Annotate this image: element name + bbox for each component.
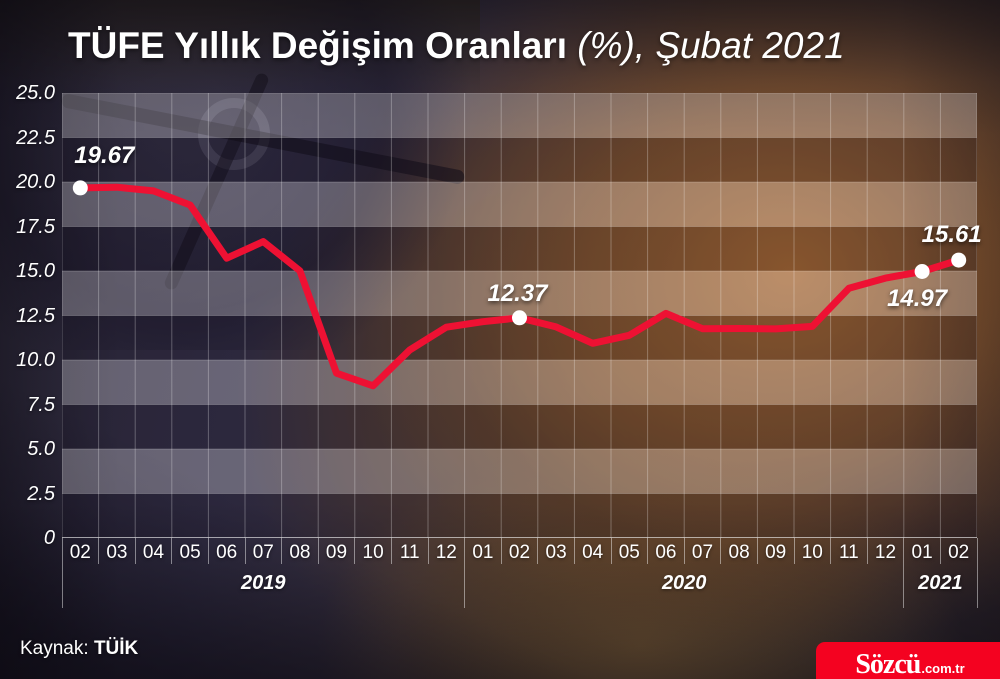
- x-axis-tick: [720, 538, 722, 564]
- title-main: TÜFE Yıllık Değişim Oranları: [68, 25, 567, 66]
- x-axis-month-label: 01: [472, 542, 494, 563]
- x-axis-month-label: 02: [508, 542, 531, 563]
- x-axis-tick: [683, 538, 685, 564]
- x-axis-tick: [500, 538, 502, 564]
- sozcu-logo: Sözcü .com.tr: [816, 642, 1000, 679]
- data-point-label: 15.61: [921, 221, 982, 249]
- y-axis-tick-label: 10.0: [16, 349, 55, 371]
- x-axis-tick: [427, 538, 429, 564]
- source-credit: Kaynak: TÜİK: [20, 638, 138, 660]
- data-point-label: 19.67: [74, 141, 135, 169]
- x-axis-month-label: 04: [582, 542, 604, 563]
- x-axis-year-label: 2021: [918, 572, 963, 594]
- chart-svg: [62, 93, 977, 538]
- x-axis-tick: [939, 538, 941, 564]
- x-axis-tick: [866, 538, 868, 564]
- x-axis-tick: [464, 538, 466, 608]
- x-axis-month-label: 08: [728, 542, 750, 563]
- title-subtitle: (%), Şubat 2021: [566, 25, 845, 66]
- x-axis-month-label: 12: [435, 542, 457, 563]
- x-axis-tick: [793, 538, 795, 564]
- x-axis-month-label: 07: [691, 542, 714, 563]
- source-label: Kaynak:: [20, 638, 94, 659]
- x-axis-month-label: 09: [765, 542, 787, 563]
- x-axis-month-label: 12: [874, 542, 897, 563]
- x-axis-tick: [903, 538, 905, 608]
- x-axis-tick: [573, 538, 575, 564]
- x-axis-month-label: 01: [911, 542, 933, 563]
- chart-plot-area: 19.67 12.37 14.97 15.61: [62, 93, 982, 538]
- x-axis-tick: [390, 538, 392, 564]
- x-axis-month-label: 06: [655, 542, 677, 563]
- logo-wordmark: Sözcü: [855, 648, 921, 679]
- x-axis-month-label: 02: [948, 542, 970, 563]
- logo-domain: .com.tr: [921, 661, 965, 676]
- page-title: TÜFE Yıllık Değişim Oranları (%), Şubat …: [68, 24, 845, 68]
- x-axis-month-label: 03: [545, 542, 567, 563]
- x-axis-tick: [647, 538, 649, 564]
- x-axis-tick: [537, 538, 539, 564]
- source-value: TÜİK: [93, 638, 139, 659]
- x-axis-tick: [610, 538, 612, 564]
- data-point-marker: [914, 264, 930, 279]
- x-axis-tick: [830, 538, 832, 564]
- x-axis-month-label: 10: [801, 542, 823, 563]
- x-axis-year-label: 2020: [661, 572, 707, 594]
- data-point-label: 12.37: [487, 279, 548, 307]
- x-axis-month-label: 11: [839, 542, 859, 563]
- data-point-marker: [72, 180, 88, 196]
- x-axis-tick: [976, 538, 978, 608]
- data-point-marker: [951, 252, 967, 268]
- data-point-marker: [512, 310, 527, 326]
- x-axis-month-label: 11: [399, 542, 420, 563]
- data-point-label: 14.97: [887, 284, 948, 312]
- x-axis-month-label: 05: [618, 542, 640, 563]
- x-axis-tick: [756, 538, 758, 564]
